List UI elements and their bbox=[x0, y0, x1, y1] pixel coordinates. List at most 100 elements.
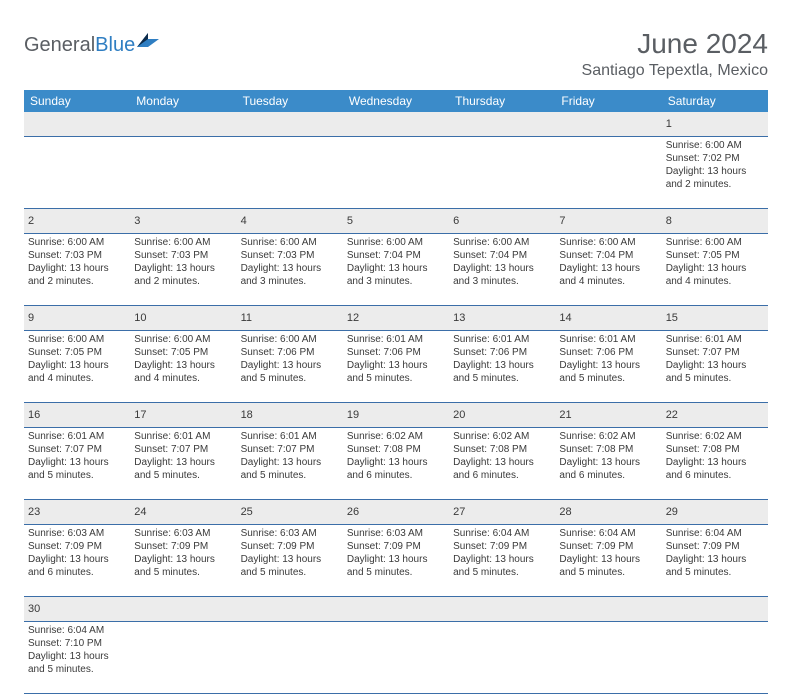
sunrise-text: Sunrise: 6:01 AM bbox=[666, 333, 764, 346]
day-number-cell bbox=[24, 112, 130, 137]
day-cell bbox=[343, 137, 449, 209]
week-stripe: 9101112131415 bbox=[24, 306, 768, 331]
daylight-text: Daylight: 13 hours bbox=[28, 650, 126, 663]
week-stripe: 2345678 bbox=[24, 209, 768, 234]
day-number-cell: 5 bbox=[343, 209, 449, 234]
daylight-text: and 5 minutes. bbox=[453, 372, 551, 385]
day-number: 5 bbox=[347, 215, 353, 227]
day-number: 6 bbox=[453, 215, 459, 227]
daylight-text: and 5 minutes. bbox=[666, 372, 764, 385]
sunset-text: Sunset: 7:07 PM bbox=[134, 443, 232, 456]
daylight-text: Daylight: 13 hours bbox=[666, 553, 764, 566]
day-number: 15 bbox=[666, 312, 678, 324]
week-stripe: 23242526272829 bbox=[24, 500, 768, 525]
sunrise-text: Sunrise: 6:01 AM bbox=[28, 430, 126, 443]
daylight-text: and 5 minutes. bbox=[241, 566, 339, 579]
sunrise-text: Sunrise: 6:04 AM bbox=[28, 624, 126, 637]
daylight-text: Daylight: 13 hours bbox=[453, 456, 551, 469]
day-number-cell: 25 bbox=[237, 500, 343, 525]
daylight-text: Daylight: 13 hours bbox=[559, 359, 657, 372]
sunrise-text: Sunrise: 6:00 AM bbox=[559, 236, 657, 249]
daylight-text: Daylight: 13 hours bbox=[28, 359, 126, 372]
daylight-text: and 5 minutes. bbox=[28, 469, 126, 482]
day-number: 28 bbox=[559, 506, 571, 518]
day-number: 8 bbox=[666, 215, 672, 227]
daylight-text: and 5 minutes. bbox=[347, 566, 445, 579]
day-number: 2 bbox=[28, 215, 34, 227]
daylight-text: Daylight: 13 hours bbox=[28, 262, 126, 275]
day-number-cell: 24 bbox=[130, 500, 236, 525]
day-cell: Sunrise: 6:00 AMSunset: 7:03 PMDaylight:… bbox=[130, 234, 236, 306]
day-number-cell bbox=[449, 112, 555, 137]
day-number-cell: 15 bbox=[662, 306, 768, 331]
day-cell bbox=[130, 622, 236, 694]
sunrise-text: Sunrise: 6:02 AM bbox=[347, 430, 445, 443]
day-number-cell: 11 bbox=[237, 306, 343, 331]
day-cell: Sunrise: 6:00 AMSunset: 7:03 PMDaylight:… bbox=[237, 234, 343, 306]
sunrise-text: Sunrise: 6:04 AM bbox=[453, 527, 551, 540]
sunset-text: Sunset: 7:06 PM bbox=[453, 346, 551, 359]
sunset-text: Sunset: 7:08 PM bbox=[559, 443, 657, 456]
day-number-cell: 3 bbox=[130, 209, 236, 234]
sunset-text: Sunset: 7:08 PM bbox=[666, 443, 764, 456]
day-number: 17 bbox=[134, 409, 146, 421]
sunrise-text: Sunrise: 6:04 AM bbox=[559, 527, 657, 540]
day-number-cell bbox=[237, 112, 343, 137]
day-cell bbox=[555, 137, 661, 209]
month-title: June 2024 bbox=[582, 28, 768, 60]
daylight-text: Daylight: 13 hours bbox=[241, 262, 339, 275]
sunrise-text: Sunrise: 6:00 AM bbox=[28, 333, 126, 346]
day-number-cell: 6 bbox=[449, 209, 555, 234]
daylight-text: and 5 minutes. bbox=[559, 372, 657, 385]
daylight-text: and 5 minutes. bbox=[134, 566, 232, 579]
day-number: 29 bbox=[666, 506, 678, 518]
location: Santiago Tepextla, Mexico bbox=[582, 62, 768, 80]
day-number-cell: 22 bbox=[662, 403, 768, 428]
daylight-text: Daylight: 13 hours bbox=[559, 553, 657, 566]
weekday-header-row: Sunday Monday Tuesday Wednesday Thursday… bbox=[24, 90, 768, 112]
day-cell: Sunrise: 6:03 AMSunset: 7:09 PMDaylight:… bbox=[130, 525, 236, 597]
sunset-text: Sunset: 7:09 PM bbox=[134, 540, 232, 553]
day-number-cell: 14 bbox=[555, 306, 661, 331]
sunset-text: Sunset: 7:09 PM bbox=[453, 540, 551, 553]
day-number-cell: 10 bbox=[130, 306, 236, 331]
daylight-text: Daylight: 13 hours bbox=[453, 359, 551, 372]
daylight-text: and 6 minutes. bbox=[666, 469, 764, 482]
daylight-text: Daylight: 13 hours bbox=[28, 456, 126, 469]
daylight-text: and 5 minutes. bbox=[241, 372, 339, 385]
weekday-header: Wednesday bbox=[343, 90, 449, 112]
sunset-text: Sunset: 7:05 PM bbox=[28, 346, 126, 359]
sunrise-text: Sunrise: 6:04 AM bbox=[666, 527, 764, 540]
daylight-text: and 3 minutes. bbox=[347, 275, 445, 288]
sunset-text: Sunset: 7:07 PM bbox=[666, 346, 764, 359]
daylight-text: Daylight: 13 hours bbox=[453, 553, 551, 566]
sunrise-text: Sunrise: 6:01 AM bbox=[241, 430, 339, 443]
daylight-text: and 2 minutes. bbox=[666, 178, 764, 191]
sunset-text: Sunset: 7:07 PM bbox=[28, 443, 126, 456]
sunset-text: Sunset: 7:03 PM bbox=[28, 249, 126, 262]
day-number: 4 bbox=[241, 215, 247, 227]
day-cell bbox=[662, 622, 768, 694]
daylight-text: and 3 minutes. bbox=[453, 275, 551, 288]
day-cell: Sunrise: 6:00 AMSunset: 7:03 PMDaylight:… bbox=[24, 234, 130, 306]
logo-text-general: General bbox=[24, 34, 95, 57]
sunrise-text: Sunrise: 6:00 AM bbox=[28, 236, 126, 249]
day-number-cell bbox=[343, 112, 449, 137]
sunset-text: Sunset: 7:03 PM bbox=[134, 249, 232, 262]
daylight-text: and 2 minutes. bbox=[134, 275, 232, 288]
daylight-text: Daylight: 13 hours bbox=[134, 262, 232, 275]
day-number-cell: 20 bbox=[449, 403, 555, 428]
daylight-text: Daylight: 13 hours bbox=[347, 456, 445, 469]
day-number-cell: 26 bbox=[343, 500, 449, 525]
sunset-text: Sunset: 7:04 PM bbox=[453, 249, 551, 262]
day-number-cell bbox=[449, 597, 555, 622]
day-number-cell bbox=[130, 597, 236, 622]
daylight-text: Daylight: 13 hours bbox=[134, 456, 232, 469]
week-row: Sunrise: 6:00 AMSunset: 7:03 PMDaylight:… bbox=[24, 234, 768, 306]
day-number: 30 bbox=[28, 603, 40, 615]
sunset-text: Sunset: 7:09 PM bbox=[347, 540, 445, 553]
daylight-text: and 6 minutes. bbox=[28, 566, 126, 579]
day-number: 19 bbox=[347, 409, 359, 421]
daylight-text: and 4 minutes. bbox=[666, 275, 764, 288]
sunrise-text: Sunrise: 6:03 AM bbox=[134, 527, 232, 540]
